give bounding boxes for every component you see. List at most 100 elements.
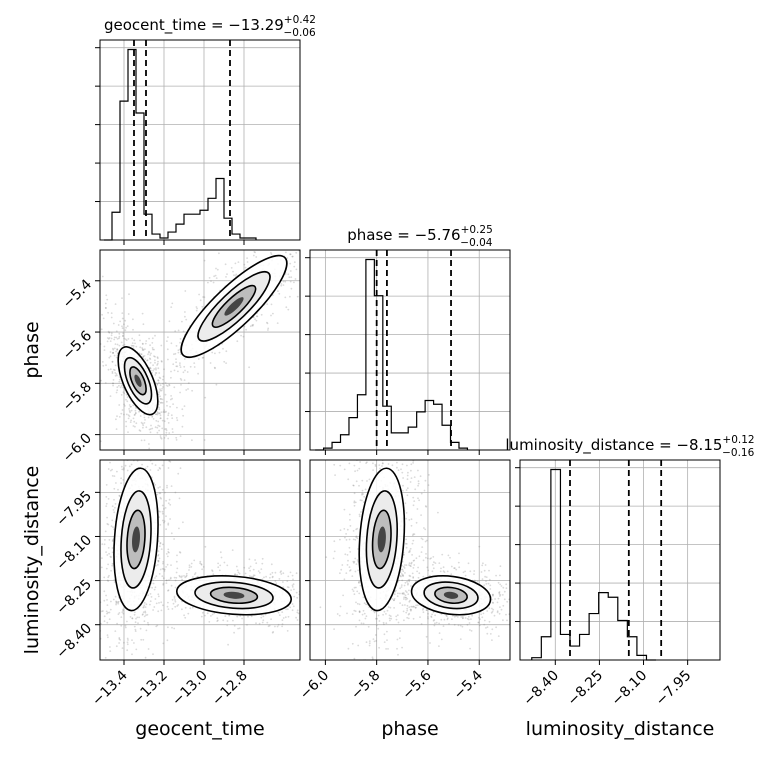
sample-point — [164, 428, 167, 430]
sample-point — [174, 491, 177, 494]
sample-point — [123, 343, 126, 346]
sample-point — [150, 596, 153, 598]
sample-point — [134, 621, 137, 624]
sample-point — [394, 590, 396, 593]
sample-point — [413, 606, 415, 608]
sample-point — [400, 586, 403, 588]
sample-point — [118, 495, 121, 497]
sample-point — [327, 244, 329, 246]
sample-point — [402, 575, 405, 577]
sample-point — [163, 491, 166, 494]
sample-point — [170, 584, 173, 587]
sample-point — [226, 620, 229, 622]
sample-point — [144, 358, 147, 360]
sample-point — [118, 332, 121, 335]
sample-point — [158, 467, 161, 469]
y-tick-label: −7.95 — [53, 488, 95, 530]
sample-point — [253, 574, 256, 577]
sample-point — [387, 463, 390, 465]
sample-point — [502, 586, 505, 589]
sample-point — [396, 647, 398, 650]
sample-point — [160, 609, 163, 612]
sample-point — [351, 642, 354, 645]
panel-frame — [309, 249, 511, 451]
sample-point — [142, 669, 144, 671]
sample-point — [144, 348, 146, 351]
sample-point — [395, 423, 397, 425]
sample-point — [502, 619, 504, 622]
sample-point — [149, 593, 152, 595]
sample-point — [449, 556, 451, 559]
sample-point — [131, 617, 134, 620]
sample-point — [280, 570, 282, 573]
sample-point — [155, 445, 157, 447]
sample-point — [393, 599, 395, 602]
sample-point — [269, 573, 272, 576]
sample-point — [172, 403, 175, 405]
sample-point — [178, 527, 180, 530]
sample-point — [111, 370, 114, 373]
sample-point — [174, 600, 177, 603]
sample-point — [488, 620, 491, 623]
sample-point — [375, 617, 377, 620]
sample-point — [311, 629, 313, 631]
sample-point — [125, 413, 128, 416]
sample-point — [470, 630, 473, 632]
sample-point — [167, 608, 170, 610]
sample-point — [110, 525, 113, 527]
sample-point — [285, 306, 288, 309]
sample-point — [132, 328, 134, 331]
sample-point — [432, 567, 435, 570]
histogram-phase — [315, 258, 469, 451]
sample-point — [443, 618, 446, 621]
sample-point — [178, 574, 181, 577]
sample-point — [122, 609, 124, 612]
sample-point — [430, 557, 432, 559]
sample-point — [425, 609, 428, 611]
sample-point — [177, 329, 180, 332]
title-upper-error: +0.42 — [284, 14, 316, 26]
sample-point — [216, 620, 219, 622]
sample-point — [413, 564, 416, 566]
sample-point — [167, 601, 169, 604]
sample-point — [412, 539, 415, 542]
sample-point — [481, 564, 484, 567]
sample-point — [112, 351, 114, 354]
sample-point — [180, 384, 182, 386]
sample-point — [148, 337, 151, 340]
sample-point — [141, 463, 144, 466]
sample-point — [201, 611, 204, 614]
sample-point — [168, 460, 171, 462]
sample-point — [417, 482, 420, 485]
sample-point — [132, 404, 135, 407]
sample-point — [130, 405, 133, 408]
sample-point — [399, 574, 402, 577]
sample-point — [158, 406, 160, 409]
sample-point — [256, 315, 259, 318]
sample-point — [129, 411, 132, 414]
sample-point — [124, 464, 127, 467]
sample-point — [468, 618, 470, 621]
sample-point — [365, 641, 368, 644]
sample-point — [349, 569, 352, 571]
sample-point — [112, 382, 114, 385]
sample-point — [232, 270, 234, 273]
sample-point — [170, 342, 173, 345]
sample-point — [97, 343, 99, 345]
sample-point — [166, 340, 168, 342]
sample-point — [379, 467, 381, 470]
sample-point — [108, 552, 110, 555]
sample-point — [482, 562, 484, 565]
sample-point — [358, 619, 361, 622]
sample-point — [274, 248, 276, 250]
sample-point — [148, 443, 150, 445]
sample-point — [143, 416, 146, 419]
sample-point — [126, 649, 129, 652]
sample-point — [179, 456, 181, 458]
sample-point — [352, 484, 355, 487]
sample-point — [200, 563, 203, 565]
sample-point — [246, 261, 249, 263]
sample-point — [132, 345, 135, 347]
sample-point — [403, 567, 406, 569]
